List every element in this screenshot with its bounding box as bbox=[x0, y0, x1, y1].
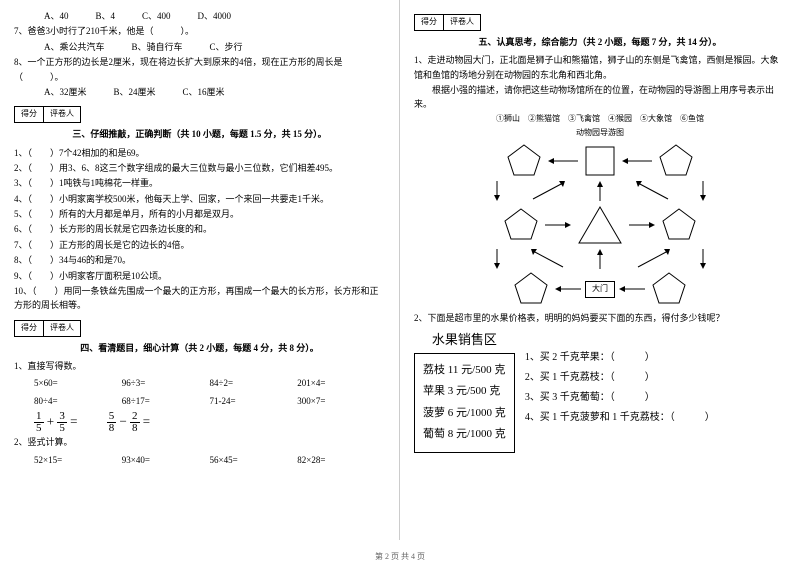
buy-item: 1、买 2 千克苹果：（ ） bbox=[525, 350, 715, 366]
buy-item: 2、买 1 千克荔枝：（ ） bbox=[525, 370, 715, 386]
grader-label: 评卷人 bbox=[444, 15, 480, 30]
p1a: 1、走进动物园大门，正北面是狮子山和熊猫馆，狮子山的东侧是飞禽馆，西侧是猴园。大… bbox=[414, 53, 786, 82]
page-footer: 第 2 页 共 4 页 bbox=[0, 551, 800, 562]
calc-cell: 68÷17= bbox=[122, 394, 210, 408]
p2: 2、下面是超市里的水果价格表，明明的妈妈要买下面的东西，得付多少钱呢？ bbox=[414, 311, 786, 325]
arrow-down-icon bbox=[696, 179, 710, 203]
arrow-down-icon bbox=[490, 179, 504, 203]
judge-item: 2、（ ）用3、6、8这三个数字组成的最大三位数与最小三位数，它们相差495。 bbox=[14, 161, 385, 175]
pentagon-icon bbox=[649, 271, 689, 307]
p1b: 根据小强的描述，请你把这些动物场馆所在的位置，在动物园的导游图上用序号表示出来。 bbox=[414, 83, 786, 112]
judge-item: 8、（ ）34与46的和是70。 bbox=[14, 253, 385, 267]
arrow-left-icon bbox=[620, 154, 654, 168]
legend2: 动物园导游图 bbox=[414, 127, 786, 140]
square-icon bbox=[582, 143, 618, 179]
section4-title: 四、看清题目，细心计算（共 2 小题，每题 4 分，共 8 分）。 bbox=[14, 341, 385, 355]
arrow-right-icon bbox=[627, 218, 657, 232]
judge-item: 9、（ ）小明家客厅面积是10公顷。 bbox=[14, 269, 385, 283]
legend: ①狮山 ②熊猫馆 ③飞禽馆 ④猴园 ⑤大象馆 ⑥鱼馆 bbox=[414, 113, 786, 126]
q7: 7、爸爸3小时行了210千米，他是（ ）。 bbox=[14, 24, 385, 38]
arrow-up-icon bbox=[593, 247, 607, 271]
fruit-title: 水果销售区 bbox=[414, 330, 515, 351]
calc-cell: 82×28= bbox=[297, 453, 385, 467]
calc-row: 80÷4= 68÷17= 71-24= 300×7= bbox=[14, 394, 385, 408]
calc-row: 5×60= 96÷3= 84÷2= 201×4= bbox=[14, 376, 385, 390]
arrow-left-icon bbox=[617, 282, 647, 296]
arrow-down-icon bbox=[490, 247, 504, 271]
score-label: 得分 bbox=[15, 321, 44, 336]
score-box: 得分 评卷人 bbox=[14, 106, 81, 123]
score-label: 得分 bbox=[415, 15, 444, 30]
calc-cell: 71-24= bbox=[210, 394, 298, 408]
q6-options: A、40 B、4 C、400 D、4000 bbox=[14, 9, 385, 23]
arrow-right-icon bbox=[543, 218, 573, 232]
triangle-icon bbox=[575, 203, 625, 247]
fruit-item: 葡萄 8 元/1000 克 bbox=[423, 426, 506, 444]
pentagon-icon bbox=[511, 271, 551, 307]
section3-title: 三、仔细推敲，正确判断（共 10 小题，每题 1.5 分，共 15 分）。 bbox=[14, 127, 385, 141]
judge-item: 10、（ ）用同一条铁丝先围成一个最大的正方形，再围成一个最大的长方形，长方形和… bbox=[14, 284, 385, 313]
calc-cell: 56×45= bbox=[210, 453, 298, 467]
calc-cell: 96÷3= bbox=[122, 376, 210, 390]
buy-item: 4、买 1 千克菠萝和 1 千克荔枝：（ ） bbox=[525, 410, 715, 426]
judge-item: 1、（ ）7个42相加的和是69。 bbox=[14, 146, 385, 160]
q8: 8、一个正方形的边长是2厘米，现在将边长扩大到原来的4倍，现在正方形的周长是（ … bbox=[14, 55, 385, 84]
section5-title: 五、认真思考，综合能力（共 2 小题，每题 7 分，共 14 分）。 bbox=[414, 35, 786, 49]
calc-cell: 80÷4= bbox=[34, 394, 122, 408]
arrow-diag-icon bbox=[632, 179, 672, 203]
fruit-item: 苹果 3 元/500 克 bbox=[423, 383, 506, 401]
arrow-down-icon bbox=[696, 247, 710, 271]
score-box: 得分 评卷人 bbox=[414, 14, 481, 31]
buy-list: 1、买 2 千克苹果：（ ） 2、买 1 千克荔枝：（ ） 3、买 3 千克葡萄… bbox=[525, 330, 715, 453]
score-label: 得分 bbox=[15, 107, 44, 122]
judge-item: 7、（ ）正方形的周长是它的边长的4倍。 bbox=[14, 238, 385, 252]
zoo-diagram: 大门 bbox=[414, 143, 786, 307]
fraction-row: 15 + 35 = 58 − 28 = bbox=[14, 411, 385, 434]
calc-cell: 300×7= bbox=[297, 394, 385, 408]
pentagon-icon bbox=[659, 207, 699, 243]
score-box: 得分 评卷人 bbox=[14, 320, 81, 337]
arrow-diag-icon bbox=[529, 247, 569, 271]
arrow-up-icon bbox=[593, 179, 607, 203]
gate-label: 大门 bbox=[585, 281, 615, 298]
pentagon-icon bbox=[501, 207, 541, 243]
grader-label: 评卷人 bbox=[44, 321, 80, 336]
q8-options: A、32厘米 B、24厘米 C、16厘米 bbox=[14, 85, 385, 99]
buy-item: 3、买 3 千克葡萄：（ ） bbox=[525, 390, 715, 406]
s4-sub2: 2、竖式计算。 bbox=[14, 435, 385, 449]
calc-row: 52×15= 93×40= 56×45= 82×28= bbox=[14, 453, 385, 467]
calc-cell: 201×4= bbox=[297, 376, 385, 390]
calc-cell: 5×60= bbox=[34, 376, 122, 390]
calc-cell: 52×15= bbox=[34, 453, 122, 467]
judge-item: 3、（ ）1吨铁与1吨棉花一样重。 bbox=[14, 176, 385, 190]
judge-item: 4、（ ）小明家离学校500米，他每天上学、回家，一个来回一共要走1千米。 bbox=[14, 192, 385, 206]
grader-label: 评卷人 bbox=[44, 107, 80, 122]
arrow-left-icon bbox=[546, 154, 580, 168]
pentagon-icon bbox=[656, 143, 696, 179]
calc-cell: 93×40= bbox=[122, 453, 210, 467]
s4-sub1: 1、直接写得数。 bbox=[14, 359, 385, 373]
fruit-item: 荔枝 11 元/500 克 bbox=[423, 362, 506, 380]
judge-item: 5、（ ）所有的大月都是单月，所有的小月都是双月。 bbox=[14, 207, 385, 221]
pentagon-icon bbox=[504, 143, 544, 179]
arrow-diag-icon bbox=[632, 247, 672, 271]
q7-options: A、乘公共汽车 B、骑自行车 C、步行 bbox=[14, 40, 385, 54]
calc-cell: 84÷2= bbox=[210, 376, 298, 390]
judge-item: 6、（ ）长方形的周长就是它四条边长度的和。 bbox=[14, 222, 385, 236]
arrow-left-icon bbox=[553, 282, 583, 296]
arrow-diag-icon bbox=[529, 179, 569, 203]
fruit-price-box: 水果销售区 荔枝 11 元/500 克 苹果 3 元/500 克 菠萝 6 元/… bbox=[414, 330, 515, 453]
fruit-item: 菠萝 6 元/1000 克 bbox=[423, 405, 506, 423]
